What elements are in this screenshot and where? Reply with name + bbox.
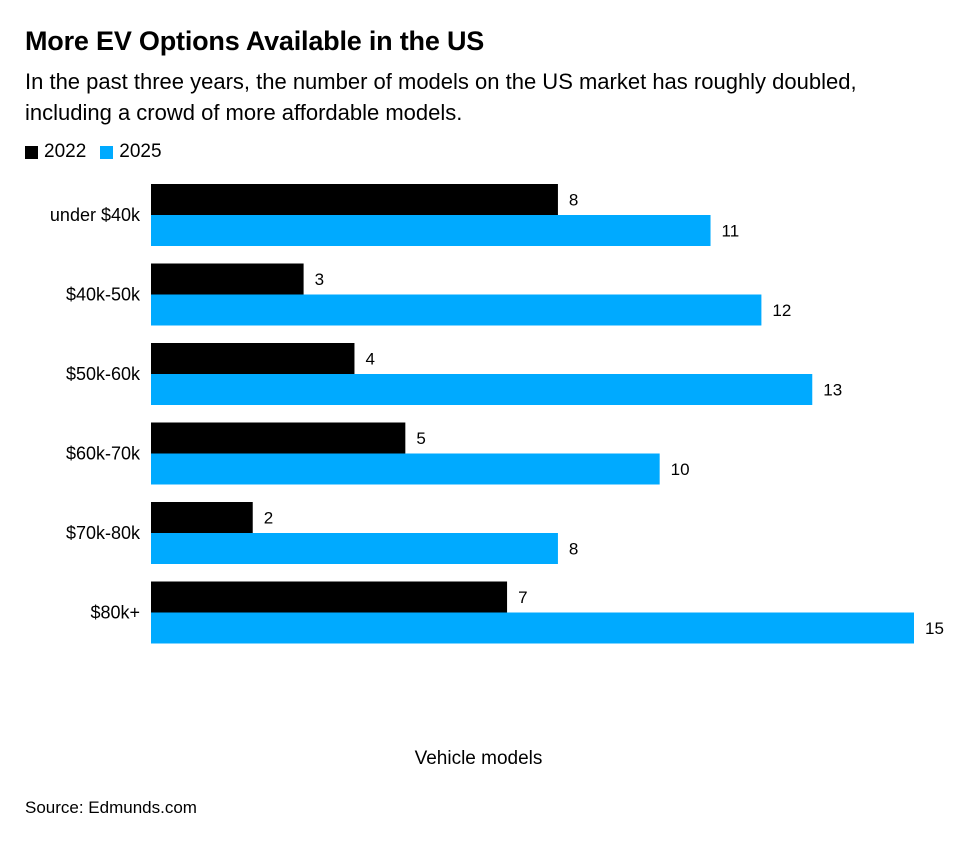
bar-2025 [151, 215, 711, 246]
y-tick-label: $40k-50k [66, 285, 141, 305]
x-axis-label: Vehicle models [414, 748, 543, 769]
data-label: 2 [264, 509, 273, 528]
data-label: 13 [823, 381, 842, 400]
chart-legend: 2022 2025 [25, 141, 176, 163]
bar-2022 [151, 502, 253, 533]
chart-title: More EV Options Available in the US [25, 26, 485, 56]
legend-item-2025: 2025 [100, 141, 162, 163]
data-label: 15 [925, 619, 944, 638]
bar-2022 [151, 343, 355, 374]
legend-swatch-2025 [100, 145, 114, 159]
y-tick-label: $60k-70k [66, 444, 141, 464]
data-label: 5 [416, 429, 425, 448]
data-label: 4 [365, 350, 374, 369]
chart-subtitle: In the past three years, the number of m… [25, 69, 857, 125]
y-tick-label: under $40k [50, 205, 141, 225]
bar-2025 [151, 612, 914, 644]
legend-label-2025: 2025 [119, 141, 162, 162]
source-note: Source: Edmunds.com [25, 798, 197, 817]
bar-2025 [151, 533, 558, 564]
data-label: 10 [671, 460, 690, 479]
data-label: 12 [772, 301, 791, 320]
bar-2022 [151, 581, 508, 613]
bar-2022 [151, 263, 304, 295]
data-label: 7 [518, 588, 527, 607]
data-label: 11 [722, 222, 740, 241]
bar-2025 [151, 374, 813, 405]
bar-2025 [151, 294, 762, 326]
legend-label-2022: 2022 [44, 141, 87, 162]
legend-swatch-2022 [25, 145, 38, 159]
data-label: 8 [569, 540, 578, 559]
data-label: 3 [315, 270, 324, 289]
legend-item-2022: 2022 [25, 141, 86, 163]
bar-2025 [151, 453, 660, 485]
y-tick-label: $50k-60k [66, 364, 141, 384]
y-tick-label: $70k-80k [66, 523, 141, 543]
data-label: 8 [569, 191, 578, 210]
y-tick-label: $80k+ [90, 603, 140, 623]
bar-2022 [151, 422, 406, 454]
bar-2022 [151, 184, 558, 215]
